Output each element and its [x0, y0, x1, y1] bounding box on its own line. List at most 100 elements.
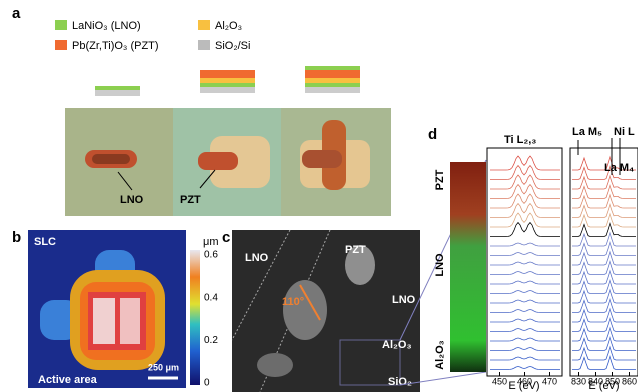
colorbar-tick-label: 0.6 [204, 250, 218, 261]
spectrum [572, 259, 636, 275]
annotation: Ni L [614, 126, 635, 138]
spectrum [490, 271, 560, 275]
x-tick-label: 860 [622, 376, 637, 386]
layer-stacks [95, 66, 360, 96]
spectrum [572, 345, 636, 361]
spectrum [572, 269, 636, 285]
spectrum [490, 366, 560, 370]
spectrum [572, 174, 636, 190]
spectrum [572, 212, 636, 228]
spectrum [490, 242, 560, 247]
colorbar-tick-label: 0 [204, 378, 210, 389]
image-label: LNO [120, 194, 144, 206]
spectrum-title: Ti L₂,₃ [504, 134, 536, 146]
spectrum [490, 174, 560, 190]
spectrum [572, 240, 636, 256]
spectrum [572, 354, 636, 370]
spectrum [572, 326, 636, 342]
legend-swatch [55, 40, 67, 50]
annotation: La M₄ [604, 162, 634, 174]
spectrum [572, 250, 636, 266]
colorbar-unit: μm [203, 236, 219, 248]
panel-label: d [428, 126, 437, 143]
spectrum [490, 221, 560, 237]
image-label: Al₂O₃ [382, 339, 412, 351]
angle-label: 110° [282, 296, 304, 308]
spectrum [572, 193, 636, 209]
x-tick-label: 450 [492, 376, 507, 386]
legend-swatch [198, 20, 210, 30]
spectrum [572, 155, 636, 171]
spectrum [572, 307, 636, 323]
spectrum [490, 328, 560, 332]
x-tick-label: 850 [605, 376, 620, 386]
spectrum [490, 280, 560, 285]
spectrum [572, 278, 636, 294]
x-axis-label: E (eV) [508, 380, 539, 392]
spectrum [572, 288, 636, 304]
spectrum [490, 309, 560, 313]
arrow [199, 169, 216, 189]
legend-swatch [198, 40, 210, 50]
panel-title: SLC [34, 236, 56, 248]
spectrum [572, 183, 636, 199]
spectrum [490, 337, 560, 342]
image-label: PZT [345, 244, 366, 256]
spectrum [490, 299, 560, 304]
spectrum [572, 221, 636, 237]
annotation: La M₅ [572, 126, 602, 138]
micrograph-features [231, 229, 401, 392]
spectrum [490, 290, 560, 294]
spectrum [490, 347, 560, 351]
x-tick-label: 840 [588, 376, 603, 386]
spectrum [490, 164, 560, 180]
heatmap [450, 162, 486, 372]
spectrum [490, 202, 560, 218]
spectrum [572, 164, 636, 180]
colorbar-tick-label: 0.2 [204, 335, 218, 346]
panel-label: a [12, 5, 21, 22]
x-tick-label: 470 [542, 376, 557, 386]
x-tick-label: 460 [517, 376, 532, 386]
angle-marker [299, 284, 321, 321]
panel-label: c [222, 229, 230, 246]
spectrum [490, 212, 560, 228]
spectrum [490, 183, 560, 199]
height-map-features [40, 250, 165, 370]
legend-label: Al₂O₃ [215, 20, 242, 32]
scale-bar-label: 250 μm [148, 362, 179, 372]
image-label: PZT [180, 194, 201, 206]
legend-label: Pb(Zr,Ti)O₃ (PZT) [72, 40, 159, 52]
legend-label: LaNiO₃ (LNO) [72, 20, 141, 32]
spectrum [572, 335, 636, 351]
spectrum [490, 252, 560, 256]
image-label: SiO₂ [388, 376, 412, 388]
spectrum [490, 155, 560, 171]
x-tick-label: 830 [571, 376, 586, 386]
row-label: PZT [434, 169, 446, 190]
zoom-line [399, 371, 487, 386]
spectrum [572, 297, 636, 313]
spectrum [490, 356, 560, 361]
row-label: Al₂O₃ [434, 340, 446, 370]
row-label: LNO [434, 253, 446, 277]
spectrum [572, 202, 636, 218]
legend-label: SiO₂/Si [215, 40, 250, 52]
spectra-frame [486, 147, 563, 377]
spectrum [572, 316, 636, 332]
image-label: LNO [392, 294, 416, 306]
spectra-frame [569, 147, 638, 377]
panel-label: b [12, 229, 21, 246]
spectrum [572, 231, 636, 247]
micrographs [65, 108, 391, 216]
x-axis-label: E (eV) [588, 380, 619, 392]
annotation: Active area [38, 374, 98, 386]
arrow [117, 171, 133, 191]
colorbar-tick-label: 0.4 [204, 292, 218, 303]
image-label: LNO [245, 252, 269, 264]
legend-swatch [55, 20, 67, 30]
colorbar [190, 250, 200, 385]
spectrum [490, 261, 560, 266]
spectrum [490, 318, 560, 323]
